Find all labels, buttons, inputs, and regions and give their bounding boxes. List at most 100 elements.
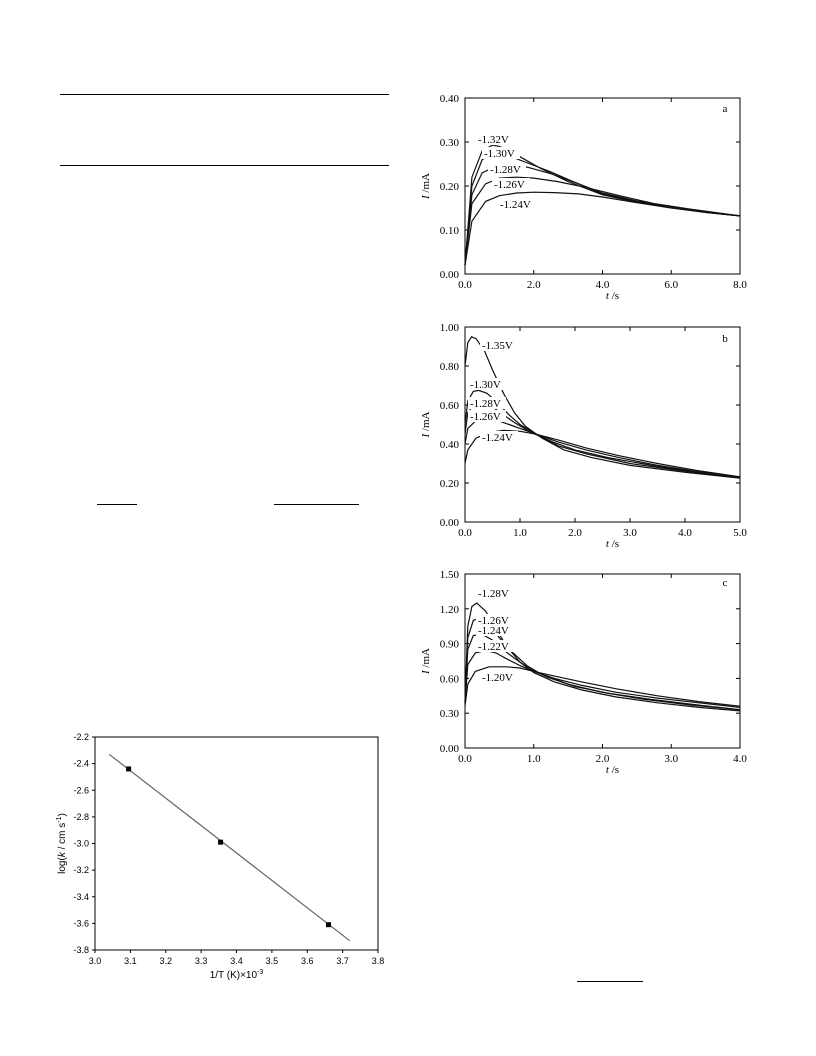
series-label-bg — [468, 410, 506, 422]
series-line — [464, 617, 741, 711]
series-label-bg — [488, 163, 526, 175]
arrhenius-plot: 3.0 3.1 3.2 3.3 3.4 3.5 3.6 3.7 3.8 -2.2 -2.4 -2.6 -… — [56, 732, 384, 981]
x-tick-label: 3.8 — [372, 956, 385, 966]
x-tick-label: 6.0 — [664, 279, 678, 291]
x-tick-label: 1.0 — [513, 527, 527, 539]
panel-letter: a — [723, 103, 728, 115]
x-tick-label: 5.0 — [733, 527, 747, 539]
series-label: -1.30V — [470, 379, 501, 391]
y-tick-label: 0.10 — [440, 225, 460, 237]
series-label: -1.24V — [482, 432, 513, 444]
plot-frame — [464, 573, 741, 749]
plot-frame — [94, 736, 379, 951]
series-label-bg — [480, 671, 518, 683]
series-label-bg — [498, 198, 536, 210]
series-label: -1.26V — [494, 179, 525, 191]
x-tick-label: 3.0 — [664, 753, 678, 765]
y-tick-label: -2.2 — [73, 732, 89, 742]
series-label: -1.30V — [484, 148, 515, 160]
x-tick-label: 4.0 — [678, 527, 692, 539]
series-line — [464, 666, 741, 707]
footnote-rule — [577, 981, 643, 982]
series-line — [464, 429, 741, 478]
series-line — [464, 633, 741, 711]
y-axis-label-sup: -1 — [56, 816, 63, 822]
y-tick-label: 0.60 — [440, 673, 460, 685]
plot-frame — [464, 326, 741, 523]
y-tick-label: 0.00 — [440, 269, 460, 281]
y-tick-label: -3.4 — [73, 892, 89, 902]
x-tick-label: 3.6 — [301, 956, 314, 966]
data-point — [218, 839, 224, 845]
y-tick-label: 0.20 — [440, 478, 460, 490]
x-tick-label: 4.0 — [596, 279, 610, 291]
y-tick-label: 0.20 — [440, 181, 460, 193]
chart-panel-c: 0.0 1.0 2.0 3.0 4.0 0.00 0.30 0.60 0.90 1.20 1.50 t… — [420, 569, 747, 776]
y-tick-label: 0.00 — [440, 743, 460, 755]
series-label: -1.32V — [478, 134, 509, 146]
panel-letter: b — [722, 333, 728, 345]
x-axis-unit: /s — [609, 764, 619, 776]
x-tick-label: 0.0 — [458, 527, 472, 539]
y-tick-label: 1.20 — [440, 604, 460, 616]
x-axis-label-main: 1/T (K)×10 — [210, 970, 258, 981]
series-label: -1.28V — [490, 164, 521, 176]
x-axis-label: 1/T (K)×10-3 — [210, 969, 264, 981]
x-tick-label: 2.0 — [568, 527, 582, 539]
y-tick-label: -2.4 — [73, 759, 89, 769]
x-axis-unit: /s — [609, 538, 619, 550]
data-point — [325, 922, 331, 928]
table-top-rule — [60, 94, 389, 95]
series-label-bg — [492, 178, 530, 190]
y-axis-var: I — [420, 194, 432, 200]
chart-panel-b: 0.0 1.0 2.0 3.0 4.0 5.0 0.00 0.20 0.40 0.60 0.80 1.… — [420, 322, 747, 550]
y-tick-label: 0.40 — [440, 93, 460, 105]
series-line — [464, 191, 741, 266]
x-tick-label: 3.3 — [195, 956, 208, 966]
x-tick-label: 2.0 — [596, 753, 610, 765]
series-label: -1.26V — [470, 411, 501, 423]
x-axis-label: t /s — [606, 764, 619, 776]
fit-line — [108, 753, 351, 942]
x-tick-label: 4.0 — [733, 753, 747, 765]
data-point — [126, 766, 132, 772]
x-axis-label: t /s — [606, 538, 619, 550]
x-tick-label: 3.2 — [159, 956, 172, 966]
series-label: -1.24V — [500, 199, 531, 211]
series-label: -1.28V — [470, 398, 501, 410]
y-axis-label: I /mA — [420, 648, 432, 675]
series-label-bg — [476, 624, 514, 636]
y-tick-label: 0.30 — [440, 708, 460, 720]
series-label-bg — [468, 378, 506, 390]
series-label-bg — [476, 133, 514, 145]
y-axis-unit: /mA — [420, 173, 432, 195]
x-tick-label: 3.0 — [89, 956, 102, 966]
series-line — [464, 649, 741, 708]
series-label: -1.22V — [478, 641, 509, 653]
y-tick-label: -2.6 — [73, 785, 89, 795]
series-label-bg — [482, 147, 520, 159]
series-label-bg — [476, 640, 514, 652]
series-line — [464, 336, 741, 479]
x-axis-label-sup: -3 — [257, 969, 263, 976]
series-line — [464, 418, 741, 478]
series-label: -1.24V — [478, 625, 509, 637]
x-tick-label: 3.7 — [336, 956, 349, 966]
y-axis-var: I — [420, 669, 432, 675]
y-tick-label: 0.60 — [440, 400, 460, 412]
x-tick-label: 8.0 — [733, 279, 747, 291]
y-tick-label: 1.00 — [440, 322, 460, 334]
series-label-bg — [480, 431, 518, 443]
y-axis-var: I — [420, 432, 432, 438]
x-axis-var: t — [606, 538, 610, 550]
chart-panel-a: 0.0 2.0 4.0 6.0 8.0 0.00 0.10 0.20 0.30 0.40 t /s I… — [420, 93, 747, 302]
fraction-rule-left — [97, 504, 137, 505]
x-tick-label: 3.1 — [124, 956, 137, 966]
x-tick-label: 0.0 — [458, 279, 472, 291]
x-axis-unit: /s — [609, 290, 619, 302]
series-line — [464, 176, 741, 266]
x-tick-label: 3.5 — [266, 956, 279, 966]
x-axis-label: t /s — [606, 290, 619, 302]
y-axis-label-prefix: log( — [57, 857, 68, 874]
